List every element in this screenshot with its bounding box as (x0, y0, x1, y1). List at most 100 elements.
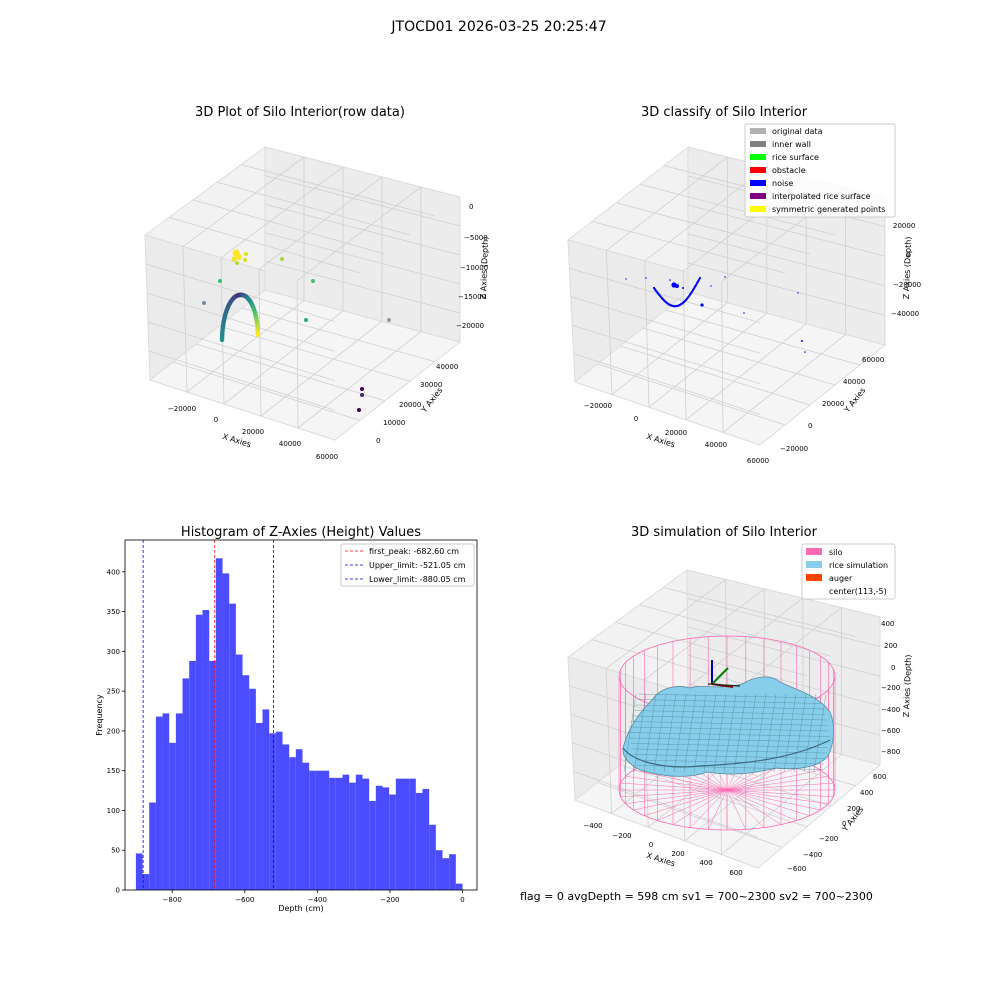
grid-line (147, 321, 336, 382)
panel2-xtick: 40000 (705, 441, 727, 449)
panel1-ylabel: Y Axies (419, 386, 445, 415)
rice-mesh-line (633, 710, 826, 715)
panel1-title: 3D Plot of Silo Interior(row data) (195, 105, 405, 120)
panel1-x-ticks: −20000 0 20000 40000 60000 (168, 405, 338, 461)
scan-point (387, 318, 391, 322)
hist-ytick-label: 50 (111, 847, 120, 855)
scan-point (304, 318, 308, 322)
panel2-legend: original data inner wall rice surface ob… (744, 123, 896, 218)
scan-point (231, 256, 237, 262)
grid-line (687, 262, 886, 316)
grid-line (569, 268, 761, 323)
hist-bar (315, 770, 323, 890)
panel-histogram: Histogram of Z-Axies (Height) Values −80… (95, 525, 478, 913)
grid-line (216, 181, 411, 236)
panel1-xtick: 20000 (242, 428, 264, 436)
panel4-title: 3D simulation of Silo Interior (631, 525, 818, 540)
rice-mesh-line (703, 693, 717, 773)
classified-point (645, 277, 647, 279)
panel4-x-ticks: −400 −200 0 200 400 600 (583, 822, 742, 877)
silo-floor-spoke (726, 789, 765, 828)
hist-bar (235, 654, 243, 890)
rice-mesh-line (630, 743, 828, 748)
hist-bar (295, 749, 303, 890)
silo-floor-spoke (726, 789, 782, 825)
hist-bar (135, 853, 143, 890)
panel1-ytick: 20000 (399, 401, 421, 409)
scan-point (360, 393, 364, 397)
grid-line (297, 331, 422, 429)
rice-mesh-line (753, 693, 767, 773)
rice-mesh-line (713, 693, 727, 773)
rice-mesh-line (653, 693, 667, 773)
classified-point (804, 351, 806, 353)
hist-bar (262, 709, 270, 890)
grid-line (296, 280, 299, 429)
panel1-xtick: 40000 (279, 440, 301, 448)
silo-floor-spoke (625, 789, 728, 804)
hist-bar (309, 770, 316, 890)
classified-point (710, 285, 712, 287)
legend-swatch-auger (806, 574, 822, 581)
panel2-ylabel: Y Axies (842, 386, 868, 415)
panel4-ytick: −600 (787, 865, 806, 873)
hist-bar (322, 770, 330, 890)
grid-line (643, 588, 765, 681)
legend-label-noise: noise (772, 179, 793, 188)
grid-line (195, 343, 386, 402)
hist-ytick-label: 200 (107, 727, 120, 735)
hist-xtick-label: −200 (380, 896, 399, 904)
grid-line (148, 350, 336, 411)
hist-xtick-label: −400 (308, 896, 327, 904)
silo-floor-spoke (726, 789, 747, 830)
panel1-ztick: −10000 (460, 264, 488, 272)
hist-ytick-label: 0 (116, 887, 120, 895)
legend-swatch-noise (750, 180, 766, 186)
panel2-x-ticks: −20000 0 20000 40000 60000 (584, 402, 769, 465)
panel1-xtick: −20000 (168, 405, 196, 413)
panel2-grid (569, 156, 886, 433)
hist-bar (355, 774, 363, 890)
panel4-legend-frame (801, 543, 896, 600)
rice-mesh-line (635, 704, 825, 710)
rice-mesh-line (638, 693, 822, 699)
panel2-xtick: 60000 (747, 457, 769, 465)
hist-xlabel: Depth (cm) (278, 904, 323, 913)
rice-mesh-line (623, 693, 637, 773)
grid-line (264, 203, 461, 256)
hist-bar (382, 787, 390, 890)
grid-line (260, 320, 383, 417)
hist-bar (369, 800, 376, 890)
grid-line (620, 345, 811, 406)
grid-line (606, 156, 728, 251)
scan-point (311, 279, 315, 283)
figure-suptitle: JTOCD01 2026-03-25 20:25:47 (390, 19, 606, 35)
panel4-legend: silo rice simulation auger center(113,-5… (801, 543, 896, 600)
classified-point (675, 284, 679, 288)
legend-swatch-rice-simulation (806, 561, 822, 568)
panel2-title: 3D classify of Silo Interior (641, 105, 808, 120)
grid-line (218, 325, 411, 382)
panel1-ztick: 0 (469, 203, 473, 211)
panel2-ztick: 20000 (893, 222, 915, 230)
grid-line (591, 221, 786, 274)
grid-line (639, 604, 832, 657)
grid-line (168, 217, 361, 274)
hist-bar (249, 688, 256, 890)
panel1-y-ticks: 0 10000 20000 30000 40000 (376, 363, 458, 445)
hist-bar (422, 788, 430, 890)
panel4-xtick: 200 (671, 850, 684, 858)
hist-bar (229, 603, 236, 890)
rice-mesh-line (673, 693, 687, 773)
scan-point (255, 332, 261, 338)
grid-line (681, 597, 804, 693)
silo-floor-spoke (726, 789, 821, 811)
grid-line (685, 323, 807, 421)
hist-bar (155, 716, 163, 890)
grid-line (572, 324, 761, 385)
scan-point (280, 257, 284, 261)
panel1-ytick: 40000 (436, 363, 458, 371)
panel4-ztick: −600 (881, 727, 900, 735)
scan-point (360, 387, 364, 391)
hist-bar (255, 722, 263, 890)
